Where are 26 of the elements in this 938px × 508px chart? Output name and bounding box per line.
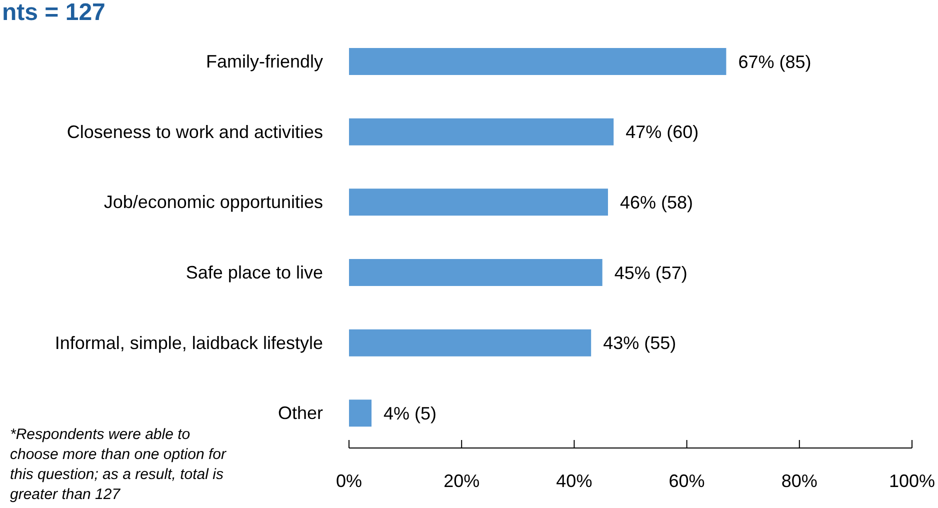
data-label: 43% (55) xyxy=(603,333,676,354)
y-tick-label: Safe place to live xyxy=(186,262,323,283)
bar xyxy=(349,118,614,146)
y-tick-label: Job/economic opportunities xyxy=(104,192,323,212)
text: *Respondents were able to choose more than one option for this question; as a result, total is greater than 127 xyxy=(10,425,228,505)
bar xyxy=(349,400,372,427)
data-label: 4% (5) xyxy=(384,404,437,424)
data-label: 67% (85) xyxy=(738,52,812,72)
bar xyxy=(349,329,592,356)
y-tick-label: Closeness to work and activities xyxy=(66,122,323,142)
data-label: 45% (57) xyxy=(614,262,688,283)
x-tick-label: 40% xyxy=(556,470,592,491)
x-tick-label: 0% xyxy=(336,470,362,491)
x-tick-label: 60% xyxy=(668,470,705,491)
data-label: 46% (58) xyxy=(620,192,694,213)
y-tick-label: Informal, simple, laidback lifestyle xyxy=(54,332,323,353)
x-tick-label: 80% xyxy=(781,470,818,491)
y-tick-label: Other xyxy=(278,403,323,424)
text: nts = 127 xyxy=(2,0,106,26)
bar xyxy=(349,259,602,286)
bar xyxy=(349,188,608,216)
x-tick-label: 20% xyxy=(444,470,480,491)
bar xyxy=(349,48,726,75)
data-label: 47% (60) xyxy=(626,122,699,142)
x-tick-label: 100% xyxy=(888,470,936,491)
y-tick-label: Family-friendly xyxy=(206,52,323,72)
